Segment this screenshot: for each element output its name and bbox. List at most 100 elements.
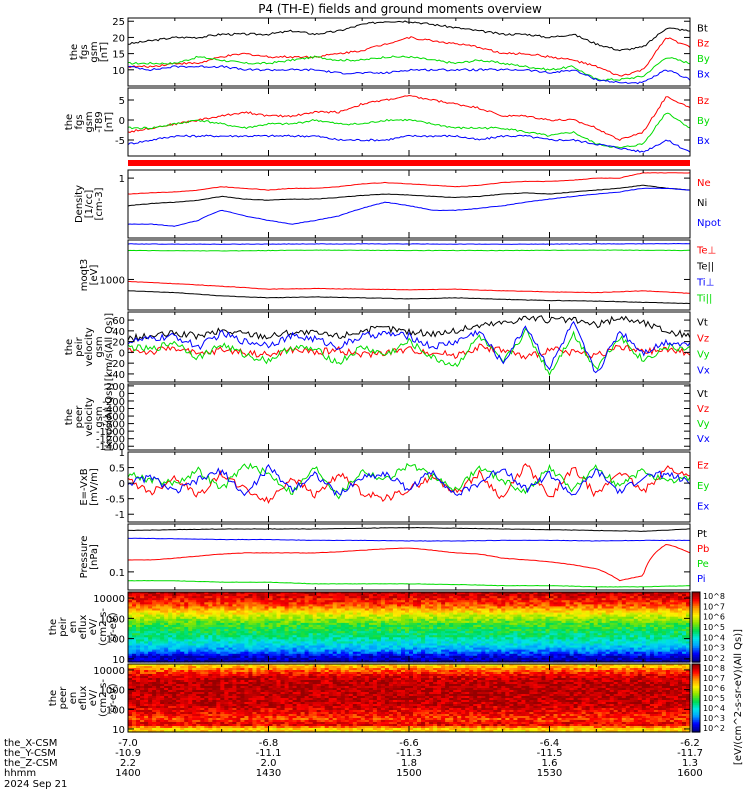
heatmap-cell [212,614,217,618]
heatmap-cell [332,653,338,657]
heatmap-cell [545,629,551,632]
heatmap-cell [625,614,631,618]
heatmap-cell [477,653,482,657]
heatmap-cell [445,614,450,618]
heatmap-cell [525,600,530,603]
heatmap-cell [565,616,571,620]
heatmap-cell [641,635,647,638]
heatmap-cell [172,643,177,647]
series-line-temperature-Te|| [127,249,690,252]
heatmap-cell [260,641,266,645]
heatmap-cell [665,655,671,659]
heatmap-cell [392,604,398,608]
heatmap-cell [216,633,221,636]
heatmap-cell [352,598,358,601]
heatmap-cell [397,645,402,649]
heatmap-cell [168,657,173,661]
heatmap-cell [208,637,213,640]
heatmap-cell [537,649,543,653]
heatmap-cell [501,641,506,645]
heatmap-cell [248,637,253,640]
heatmap-cell [445,604,450,608]
heatmap-cell [678,639,683,643]
heatmap-cell [449,643,454,647]
heatmap-cell [601,616,607,620]
heatmap-cell [621,600,627,603]
heatmap-cell [577,620,583,624]
heatmap-cell [481,635,486,638]
heatmap-cell [553,629,559,632]
heatmap-cell [352,616,358,620]
heatmap-cell [304,598,310,601]
heatmap-cell [585,608,591,612]
heatmap-cell [300,604,306,608]
heatmap-cell [469,633,474,636]
heatmap-cell [405,643,410,647]
heatmap-cell [392,651,398,655]
heatmap-cell [160,592,165,595]
heatmap-cell [585,596,591,599]
heatmap-cell [132,598,137,601]
heatmap-cell [678,608,683,612]
heatmap-cell [152,649,157,653]
heatmap-cell [549,604,555,608]
heatmap-cell [296,608,302,612]
heatmap-cell [585,639,591,643]
heatmap-cell [425,631,430,634]
heatmap-cell [348,624,354,628]
heatmap-cell [148,594,153,597]
heatmap-cell [184,645,189,649]
heatmap-cell [384,600,390,603]
heatmap-cell [501,624,506,628]
heatmap-cell [320,614,326,618]
heatmap-cell [529,631,534,634]
heatmap-cell [509,624,514,628]
y-axis-label-line: [1/cc] [84,190,95,219]
heatmap-cell [196,620,201,624]
heatmap-cell [188,655,193,659]
heatmap-cell [453,594,458,597]
heatmap-cell [228,631,233,634]
heatmap-cell [553,653,559,657]
heatmap-cell [352,651,358,655]
heatmap-cell [280,592,286,595]
heatmap-cell [244,596,249,599]
heatmap-cell [497,651,502,655]
heatmap-cell [200,651,205,655]
heatmap-cell [260,633,266,636]
heatmap-cell [421,606,426,610]
heatmap-cell [388,647,394,651]
heatmap-cell [324,647,330,651]
heatmap-cell [437,645,442,649]
heatmap-cell [308,653,314,657]
heatmap-cell [421,614,426,618]
heatmap-cell [316,624,322,628]
y-tick-label: 1000 [100,275,125,286]
legend-entry: Te⊥ [696,246,716,257]
heatmap-cell [376,614,382,618]
heatmap-cell [320,592,326,595]
heatmap-cell [248,612,253,616]
heatmap-cell [168,633,173,636]
heatmap-cell [188,641,193,645]
heatmap-cell [148,600,153,603]
heatmap-cell [236,649,241,653]
heatmap-cell [128,624,133,628]
heatmap-cell [384,657,390,661]
heatmap-cell [609,651,615,655]
heatmap-cell [308,649,314,653]
heatmap-cell [489,627,494,630]
heatmap-cell [485,639,490,643]
heatmap-cell [557,622,563,626]
heatmap-cell [565,592,571,595]
heatmap-cell [288,600,294,603]
heatmap-cell [184,641,189,645]
heatmap-cell [613,655,619,659]
heatmap-cell [224,612,229,616]
heatmap-cell [665,614,671,618]
heatmap-cell [497,631,502,634]
heatmap-cell [140,649,145,653]
heatmap-cell [461,610,466,614]
heatmap-cell [453,629,458,632]
